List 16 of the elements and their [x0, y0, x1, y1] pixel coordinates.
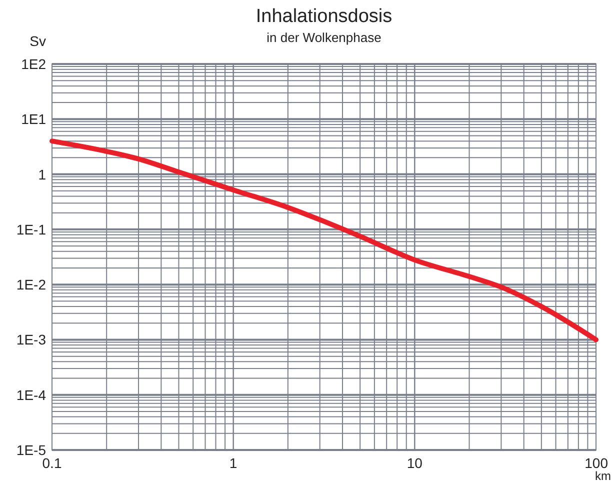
y-tick-label: 1E-3 [16, 332, 46, 348]
y-tick-label: 1 [38, 166, 46, 182]
y-tick-label: 1E-5 [16, 442, 46, 458]
x-tick-label: 0.1 [42, 455, 62, 471]
x-axis-title: km [595, 469, 611, 482]
x-tick-label: 100 [584, 455, 608, 471]
y-tick-label: 1E2 [21, 56, 46, 72]
y-tick-label: 1E-1 [16, 221, 46, 238]
chart-title: Inhalationsdosis [256, 6, 392, 27]
x-tick-label: 1 [229, 455, 238, 471]
chart-subtitle: in der Wolkenphase [266, 30, 382, 45]
y-tick-label: 1E-4 [16, 386, 46, 403]
y-axis-title: Sv [30, 33, 46, 49]
y-tick-label: 1E1 [21, 111, 46, 128]
y-tick-label: 1E-2 [16, 276, 46, 293]
x-tick-label: 10 [406, 455, 423, 471]
